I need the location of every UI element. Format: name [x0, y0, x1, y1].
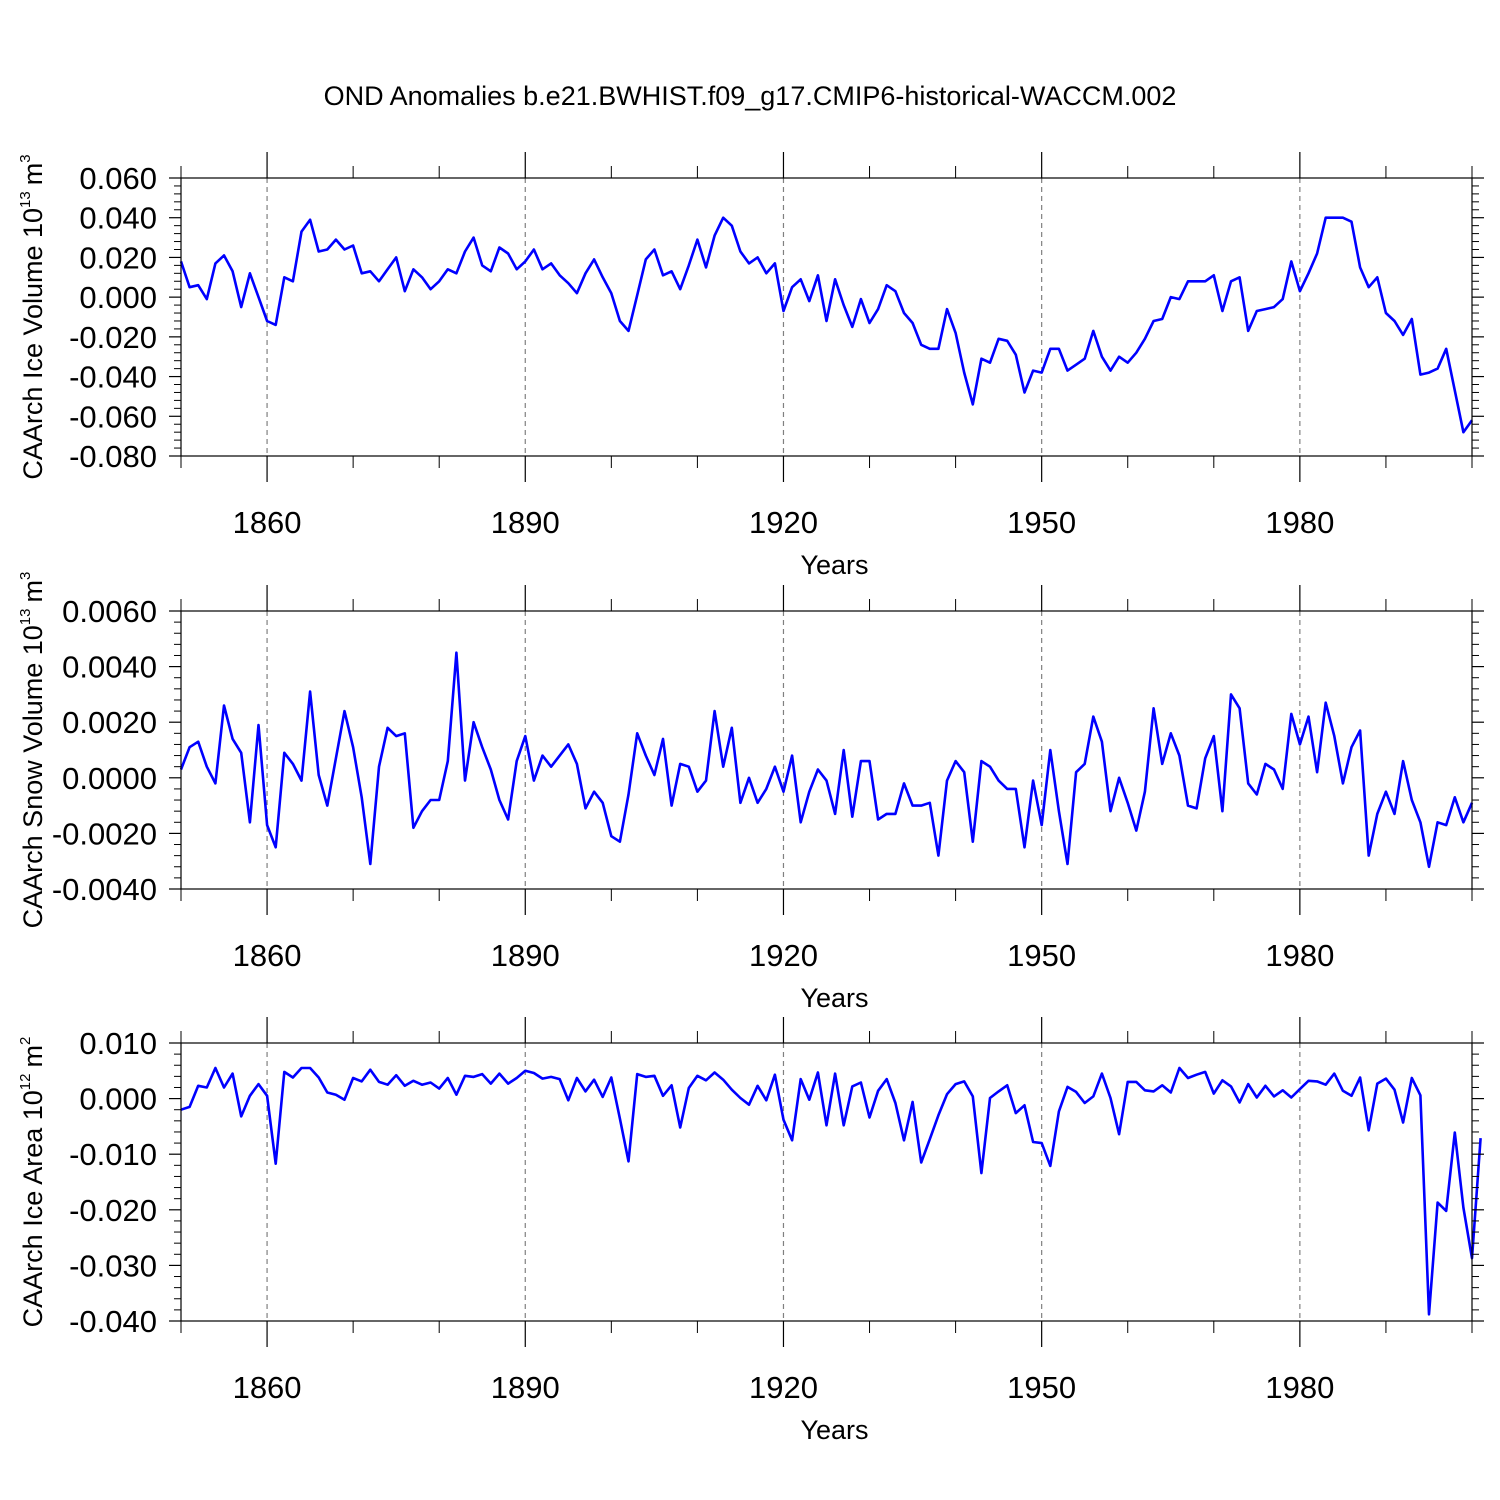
y-tick-label: 0.060 [79, 161, 157, 196]
x-tick-label: 1920 [749, 938, 818, 973]
x-tick-label: 1950 [1007, 505, 1076, 540]
y-axis-label-unit: m [18, 1045, 48, 1068]
y-axis-label-unit: m [18, 580, 48, 603]
y-tick-label: 0.000 [79, 280, 157, 315]
y-tick-label: 0.010 [79, 1026, 157, 1061]
y-tick-label: -0.0040 [52, 872, 157, 907]
x-tick-label: 1950 [1007, 1370, 1076, 1405]
x-tick-label: 1890 [491, 505, 560, 540]
x-axis-label: Years [800, 1415, 868, 1445]
panel-3: 0.010 0.000 -0.010 -0.020 -0.030 -0.040 1860 18… [17, 1017, 1484, 1445]
x-tick-label: 1920 [749, 505, 818, 540]
panel-1: 0.060 0.040 0.020 0.000 -0.020 -0.040 -0.060 -0… [17, 152, 1484, 580]
y-axis-label: CAArch Ice Area 1012 m2 [17, 1037, 48, 1328]
panel-2: 0.0060 0.0040 0.0020 0.0000 -0.0020 -0.0040 18… [17, 572, 1484, 1013]
y-tick-label: -0.030 [69, 1248, 157, 1283]
plot-frame [180, 177, 1473, 457]
x-axis-label: Years [800, 550, 868, 580]
y-axis-label: CAArch Ice Volume 1013 m3 [17, 154, 48, 479]
x-tick-label: 1980 [1265, 938, 1334, 973]
x-tick-label: 1980 [1265, 505, 1334, 540]
x-tick-label: 1860 [233, 1370, 302, 1405]
y-tick-label: -0.020 [69, 1193, 157, 1228]
y-tick-label: -0.080 [69, 439, 157, 474]
y-axis-label-main: CAArch Ice Volume 10 [18, 208, 48, 480]
x-tick-label: 1950 [1007, 938, 1076, 973]
x-axis-label: Years [800, 983, 868, 1013]
y-axis-label-unit: m [18, 163, 48, 186]
series-line [179, 651, 1474, 869]
y-axis-label-unit-exponent: 2 [17, 1037, 34, 1045]
y-axis-label-main: CAArch Snow Volume 10 [18, 625, 48, 928]
y-tick-label: 0.0000 [62, 761, 157, 796]
y-tick-label: -0.020 [69, 320, 157, 355]
x-tick-label: 1860 [233, 505, 302, 540]
y-tick-label: -0.010 [69, 1137, 157, 1172]
y-axis-label-main: CAArch Ice Area 10 [18, 1090, 48, 1327]
panels: 0.060 0.040 0.020 0.000 -0.020 -0.040 -0.060 -0… [17, 152, 1484, 1445]
plot-frame [180, 1042, 1473, 1322]
y-tick-label: -0.0020 [52, 816, 157, 851]
y-tick-label: 0.020 [79, 240, 157, 275]
y-tick-label: 0.0020 [62, 705, 157, 740]
chart-title: OND Anomalies b.e21.BWHIST.f09_g17.CMIP6… [324, 81, 1177, 111]
y-axis-label: CAArch Snow Volume 1013 m3 [17, 572, 48, 929]
plot-frame [180, 610, 1473, 890]
x-tick-label: 1980 [1265, 1370, 1334, 1405]
y-tick-label: -0.040 [69, 1304, 157, 1339]
y-tick-label: 0.000 [79, 1082, 157, 1117]
y-axis-label-unit-exponent: 3 [17, 572, 34, 580]
y-tick-label: 0.040 [79, 201, 157, 236]
y-axis-label-unit-exponent: 3 [17, 154, 34, 162]
series-line [179, 216, 1474, 434]
x-tick-label: 1890 [491, 938, 560, 973]
y-axis-label-exponent: 12 [17, 1074, 34, 1091]
y-tick-label: -0.060 [69, 399, 157, 434]
x-tick-label: 1920 [749, 1370, 818, 1405]
series-line [180, 1066, 1482, 1316]
y-axis-label-exponent: 13 [17, 191, 34, 208]
y-axis-label-exponent: 13 [17, 608, 34, 625]
y-tick-label: -0.040 [69, 360, 157, 395]
y-tick-label: 0.0040 [62, 650, 157, 685]
x-tick-label: 1890 [491, 1370, 560, 1405]
x-tick-label: 1860 [233, 938, 302, 973]
y-tick-label: 0.0060 [62, 594, 157, 629]
